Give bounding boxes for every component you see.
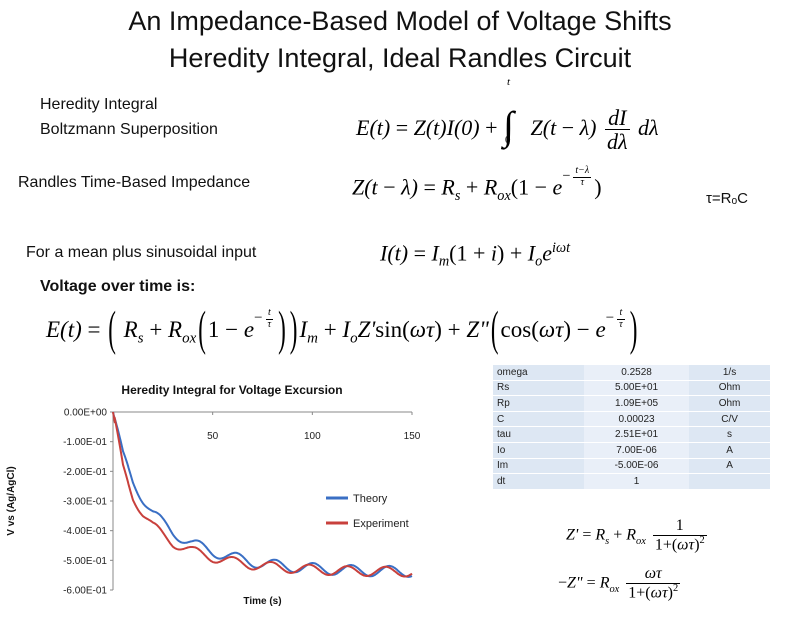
param-value: 0.2528	[583, 365, 690, 381]
equation-heredity-integral: E(t) = Z(t)I(0) + t ∫ 0 Z(t − λ) dI dλ dλ	[356, 76, 659, 155]
x-tick-label: 100	[304, 431, 321, 442]
param-row: dt 1	[493, 473, 770, 490]
label-voltage-over-time: Voltage over time is:	[40, 278, 196, 295]
param-name: Rp	[493, 395, 584, 412]
tau-definition: τ=RₒC	[706, 190, 749, 207]
parameter-table: omega 0.2528 1/s Rs 5.00E+01 Ohm Rp 1.09E+05 Ohm…	[493, 365, 770, 490]
param-row: omega 0.2528 1/s	[493, 365, 770, 381]
x-axis-label: Time (s)	[243, 596, 281, 607]
voltage-excursion-chart: Heredity Integral for Voltage Excursion 0…	[6, 383, 421, 607]
param-name: Im	[493, 458, 584, 475]
param-row: tau 2.51E+01 s	[493, 426, 770, 443]
param-unit: s	[689, 426, 770, 443]
param-name: tau	[493, 426, 584, 443]
param-unit: Ohm	[689, 380, 770, 397]
y-tick-label: -2.00E-01	[63, 467, 107, 478]
equation-current-input: I(t) = Im(1 + i) + Ioeiωt	[380, 240, 571, 270]
y-tick-label: -6.00E-01	[63, 586, 107, 597]
label-sinusoidal: For a mean plus sinusoidal input	[26, 244, 257, 261]
y-tick-label: 0.00E+00	[64, 408, 108, 419]
equation-z-double-prime: −Z" = Rox ωτ 1+(ωτ)2	[558, 565, 681, 602]
param-unit: Ohm	[689, 395, 770, 412]
label-boltzmann: Boltzmann Superposition	[40, 121, 218, 138]
y-axis-label: V vs (Ag/AgCl)	[6, 466, 17, 535]
param-value: -5.00E-06	[583, 458, 690, 475]
param-name: C	[493, 411, 584, 428]
param-value: 7.00E-06	[583, 442, 690, 459]
param-unit: A	[689, 442, 770, 459]
param-row: Rp 1.09E+05 Ohm	[493, 395, 770, 412]
param-unit: C/V	[689, 411, 770, 428]
y-tick-label: -1.00E-01	[63, 437, 107, 448]
param-name: Rs	[493, 380, 584, 397]
param-row: Io 7.00E-06 A	[493, 442, 770, 459]
param-name: Io	[493, 442, 584, 459]
slide-title-line1: An Impedance-Based Model of Voltage Shif…	[128, 6, 672, 36]
param-name: omega	[493, 365, 584, 381]
legend-label-theory: Theory	[353, 493, 388, 505]
series-line-experiment	[112, 411, 413, 578]
x-tick-label: 150	[404, 431, 421, 442]
param-row: Im -5.00E-06 A	[493, 458, 770, 475]
y-tick-label: -5.00E-01	[63, 556, 107, 567]
legend-label-experiment: Experiment	[353, 518, 409, 530]
equation-randles-impedance: Z(t − λ) = Rs + Rox(1 − e− t−λ τ)	[352, 165, 602, 204]
param-unit	[689, 473, 770, 490]
y-tick-label: -4.00E-01	[63, 526, 107, 537]
y-tick-label: -3.00E-01	[63, 497, 107, 508]
equation-voltage-over-time: E(t) = ( Rs + Rox(1 − e− t τ))Im + IoZ'sin…	[46, 302, 638, 356]
label-heredity-integral: Heredity Integral	[40, 96, 158, 113]
param-value: 5.00E+01	[583, 380, 690, 397]
param-row: Rs 5.00E+01 Ohm	[493, 380, 770, 397]
chart-title: Heredity Integral for Voltage Excursion	[121, 383, 342, 397]
param-value: 0.00023	[583, 411, 690, 428]
param-unit: 1/s	[689, 365, 770, 381]
label-randles: Randles Time-Based Impedance	[18, 174, 251, 191]
param-value: 1	[583, 473, 690, 490]
param-row: C 0.00023 C/V	[493, 411, 770, 428]
param-name: dt	[493, 473, 584, 490]
param-unit: A	[689, 458, 770, 475]
x-tick-label: 50	[207, 431, 219, 442]
equation-z-prime: Z' = Rs + Rox 1 1+(ωτ)2	[566, 517, 707, 554]
param-value: 2.51E+01	[583, 426, 690, 443]
param-value: 1.09E+05	[583, 395, 690, 412]
slide-title-line2: Heredity Integral, Ideal Randles Circuit	[168, 43, 632, 73]
